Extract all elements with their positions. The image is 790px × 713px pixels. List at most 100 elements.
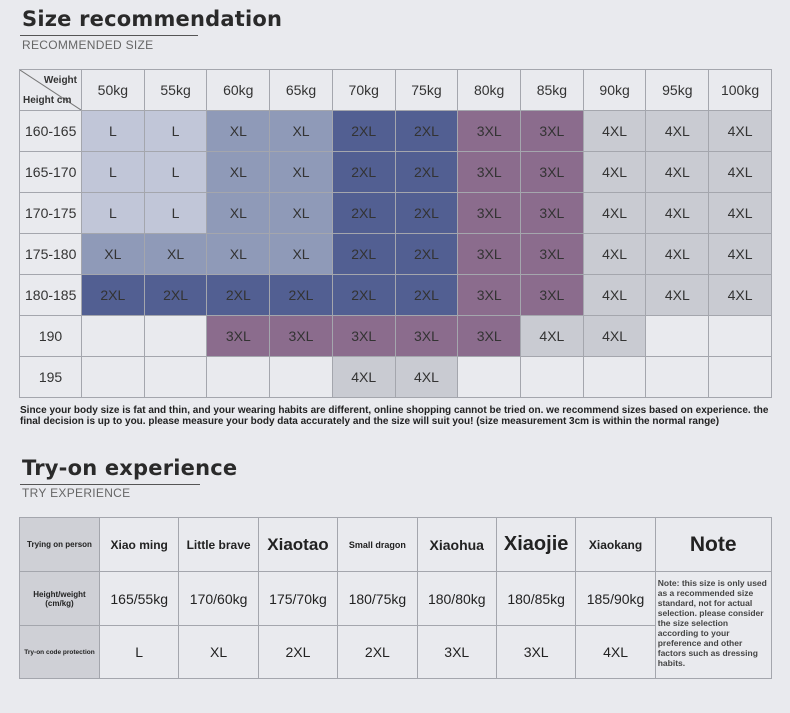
size-cell: 2XL [331, 274, 396, 316]
try-experience-subtitle: TRY EXPERIENCE [22, 486, 131, 500]
size-cell: 2XL [394, 274, 459, 316]
size-cell: L [143, 151, 208, 193]
size-header-row: Weight Height cm 50kg 55kg 60kg 65kg 70kg 75k… [19, 69, 772, 111]
size-cell: 4XL [582, 110, 647, 152]
size-cell: 4XL [394, 356, 459, 398]
try-on-experience-title: Try-on experience [22, 456, 238, 480]
size-cell: 3XL [269, 315, 333, 357]
size-cell: XL [143, 233, 208, 275]
size-cell [143, 356, 208, 398]
size-cell: 2XL [269, 274, 333, 316]
weight-header: 60kg [206, 69, 271, 111]
size-cell: 3XL [457, 315, 522, 357]
size-cell: 3XL [520, 151, 584, 193]
size-row: 195 4XL 4XL [19, 356, 772, 398]
try-on-size-value: 3XL [495, 625, 577, 679]
size-cell: L [81, 110, 145, 152]
weight-header: 80kg [457, 69, 522, 111]
size-cell: 3XL [520, 233, 584, 275]
size-cell: 2XL [394, 233, 459, 275]
try-on-size-value: XL [178, 625, 259, 679]
size-cell [708, 356, 772, 398]
size-row: 175-180 XL XL XL XL 2XL 2XL 3XL 3XL 4XL 4XL 4XL [19, 233, 772, 275]
height-header: 190 [19, 315, 82, 357]
height-header: 160-165 [19, 110, 82, 152]
person-name: Little brave [178, 517, 259, 572]
size-cell: 4XL [645, 192, 710, 234]
size-cell: 3XL [457, 192, 522, 234]
weight-header: 50kg [81, 69, 145, 111]
height-weight-row: Height/weight (cm/kg) 165/55kg 170/60kg 17… [19, 571, 772, 679]
size-cell: 2XL [331, 192, 396, 234]
person-name: Small dragon [337, 517, 418, 572]
try-on-person-row: Trying on person Xiao ming Little brave Xi… [19, 517, 772, 572]
note-text: Note: this size is only used as a recomm… [657, 578, 767, 668]
try-on-table: Trying on person Xiao ming Little brave Xi… [19, 517, 772, 679]
size-row: 170-175 L L XL XL 2XL 2XL 3XL 3XL 4XL 4XL 4XL [19, 192, 772, 234]
height-header: 195 [19, 356, 82, 398]
size-cell: 4XL [645, 233, 710, 275]
weight-header: 75kg [394, 69, 459, 111]
row-label-person: Trying on person [19, 517, 100, 572]
size-cell [645, 315, 710, 357]
height-label: Height cm [23, 95, 72, 106]
person-name: Xiaohua [416, 517, 497, 572]
size-cell: 2XL [331, 233, 396, 275]
size-cell: 3XL [394, 315, 459, 357]
try-on-size-value: 2XL [337, 625, 418, 679]
size-cell: 2XL [331, 151, 396, 193]
height-weight-value: 185/90kg [575, 571, 656, 626]
size-cell: 4XL [708, 192, 772, 234]
size-cell: XL [206, 110, 271, 152]
size-cell: XL [206, 192, 271, 234]
size-row: 190 3XL 3XL 3XL 3XL 3XL 4XL 4XL [19, 315, 772, 357]
recommended-size-subtitle: RECOMMENDED SIZE [22, 38, 154, 52]
corner-diagonal [20, 70, 81, 110]
size-cell: XL [269, 110, 333, 152]
size-cell: 3XL [520, 110, 584, 152]
size-cell: 4XL [645, 151, 710, 193]
size-cell: XL [206, 233, 271, 275]
size-row: 160-165 L L XL XL 2XL 2XL 3XL 3XL 4XL 4XL 4XL [19, 110, 772, 152]
title-underline-2 [20, 484, 200, 485]
weight-header: 90kg [582, 69, 647, 111]
size-cell: 4XL [582, 192, 647, 234]
size-cell: 3XL [457, 110, 522, 152]
height-weight-value: 180/80kg [416, 571, 497, 626]
height-header: 165-170 [19, 151, 82, 193]
row-label-try-on-code: Try-on code protection [19, 625, 100, 679]
height-header: 180-185 [19, 274, 82, 316]
person-name: Xiaokang [575, 517, 656, 572]
size-cell: 4XL [582, 315, 647, 357]
row-label-height-weight: Height/weight (cm/kg) [19, 571, 100, 626]
size-cell: 4XL [582, 151, 647, 193]
size-cell [457, 356, 522, 398]
size-cell: 4XL [331, 356, 396, 398]
size-cell [81, 315, 145, 357]
height-weight-value: 165/55kg [98, 571, 180, 626]
size-cell: 4XL [582, 274, 647, 316]
height-weight-value: 175/70kg [257, 571, 339, 626]
size-cell: 2XL [394, 192, 459, 234]
size-cell: 2XL [394, 110, 459, 152]
try-on-size-value: 2XL [257, 625, 339, 679]
size-cell: L [81, 151, 145, 193]
note-cell: Note: this size is only used as a recomm… [654, 571, 772, 679]
size-cell [582, 356, 647, 398]
size-cell [143, 315, 208, 357]
size-cell [206, 356, 271, 398]
size-cell [708, 315, 772, 357]
size-cell [81, 356, 145, 398]
size-cell: 3XL [520, 192, 584, 234]
height-weight-value: 170/60kg [178, 571, 259, 626]
weight-header: 65kg [269, 69, 333, 111]
size-cell [269, 356, 333, 398]
try-on-size-value: L [98, 625, 180, 679]
size-cell: 2XL [206, 274, 271, 316]
height-weight-value: 180/75kg [337, 571, 418, 626]
size-cell: XL [81, 233, 145, 275]
height-header: 170-175 [19, 192, 82, 234]
height-header: 175-180 [19, 233, 82, 275]
weight-label: Weight [43, 75, 77, 86]
title-underline [20, 35, 198, 36]
